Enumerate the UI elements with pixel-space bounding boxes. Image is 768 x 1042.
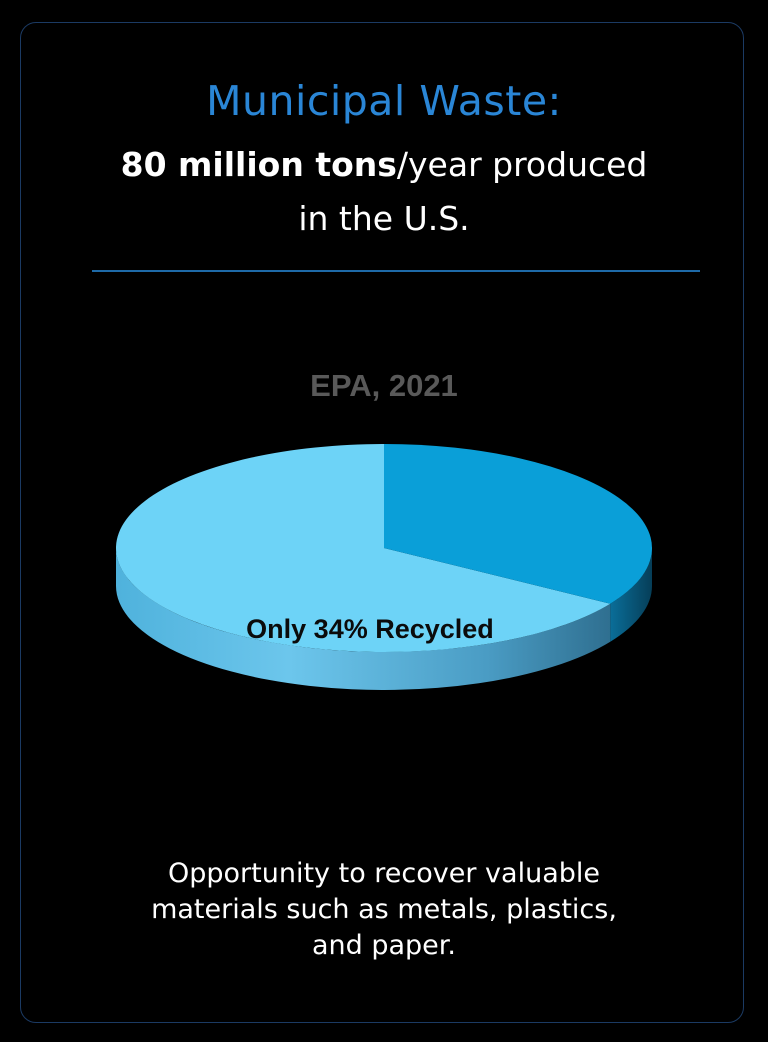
footer-text: Opportunity to recover valuable material… [84, 856, 684, 964]
footer-line3: and paper. [311, 930, 457, 961]
subtitle-line2: in the U.S. [298, 199, 470, 238]
divider [92, 270, 700, 272]
footer-line2: materials such as metals, plastics, [151, 894, 617, 925]
pie-slice-recycled [384, 444, 652, 604]
pie-side-other [116, 548, 611, 690]
pie-side-recycled [610, 548, 652, 642]
footer-line1: Opportunity to recover valuable [168, 858, 600, 889]
pie-chart: Only 34% Recycled [116, 444, 652, 690]
page-title: Municipal Waste: [206, 77, 562, 125]
pie-slice-not-recycled [116, 444, 611, 652]
subtitle: 80 million tons/year produced in the U.S… [60, 138, 708, 246]
subtitle-rest: /year produced [396, 145, 648, 184]
card-frame [20, 22, 744, 1023]
subtitle-bold: 80 million tons [120, 145, 397, 184]
chart-title: EPA, 2021 [310, 368, 458, 403]
pie-label: Only 34% Recycled [246, 614, 494, 644]
